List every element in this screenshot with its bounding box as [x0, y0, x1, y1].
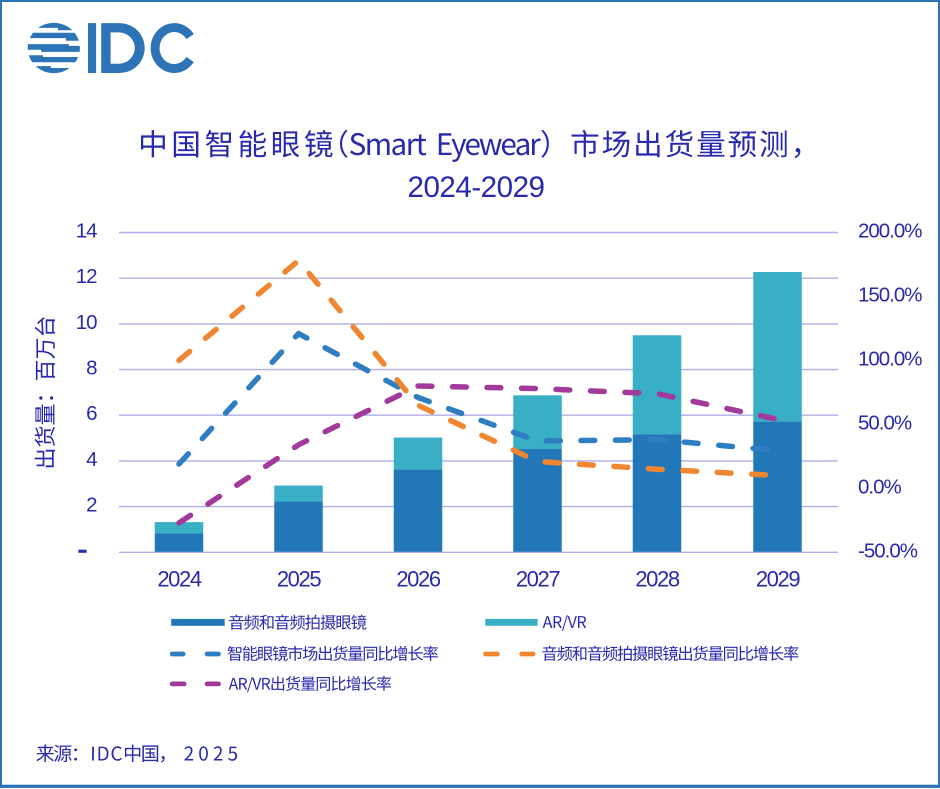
- svg-text:50.0%: 50.0%: [858, 411, 912, 434]
- svg-text:10: 10: [76, 311, 97, 334]
- svg-text:4: 4: [86, 448, 97, 471]
- svg-text:100.0%: 100.0%: [858, 347, 922, 370]
- svg-text:2025: 2025: [277, 567, 322, 592]
- svg-text:200.0%: 200.0%: [858, 220, 922, 243]
- svg-text:2: 2: [86, 494, 97, 517]
- svg-text:8: 8: [86, 357, 97, 380]
- svg-text:14: 14: [76, 220, 97, 243]
- svg-text:2027: 2027: [516, 567, 561, 592]
- svg-text:-50.0%: -50.0%: [858, 539, 918, 562]
- svg-text:0.0%: 0.0%: [858, 475, 901, 498]
- svg-text:2029: 2029: [756, 567, 801, 592]
- svg-text:150.0%: 150.0%: [858, 284, 922, 307]
- svg-text:6: 6: [86, 402, 97, 425]
- svg-text:2024-2029: 2024-2029: [407, 171, 544, 204]
- svg-text:12: 12: [76, 265, 97, 288]
- svg-text:2026: 2026: [396, 567, 441, 592]
- svg-text:2028: 2028: [635, 567, 680, 592]
- svg-text:2024: 2024: [157, 567, 202, 592]
